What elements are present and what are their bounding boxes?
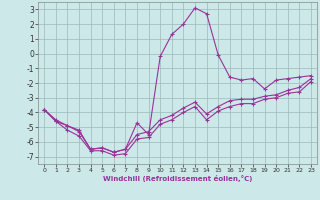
X-axis label: Windchill (Refroidissement éolien,°C): Windchill (Refroidissement éolien,°C) <box>103 175 252 182</box>
